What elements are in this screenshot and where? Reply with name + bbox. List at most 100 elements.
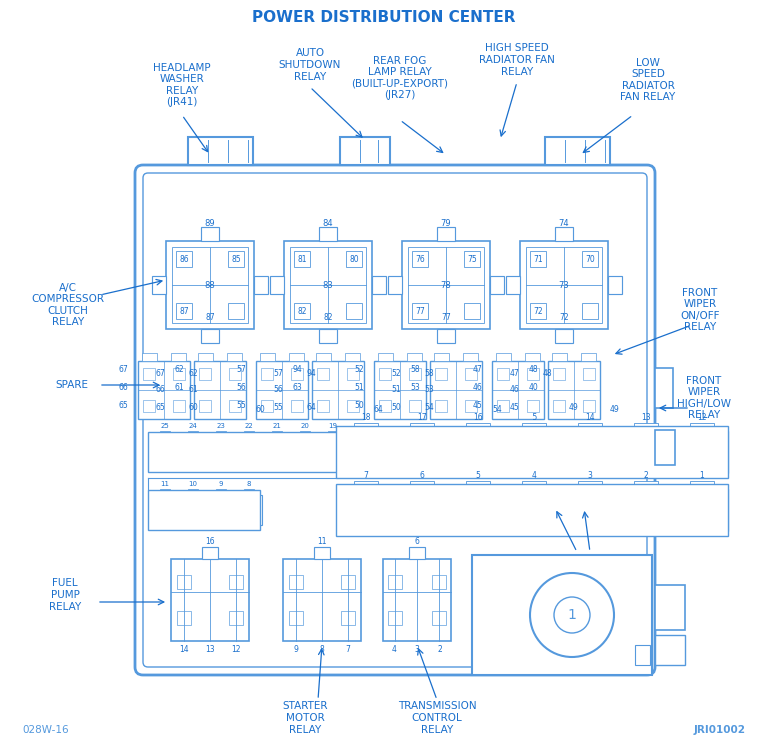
Bar bbox=[144, 368, 155, 379]
Bar bbox=[383, 559, 451, 641]
Bar bbox=[655, 585, 685, 630]
Bar bbox=[518, 499, 550, 521]
Bar bbox=[498, 400, 509, 412]
Text: 87: 87 bbox=[205, 312, 215, 321]
Bar bbox=[687, 441, 717, 463]
Text: 85: 85 bbox=[231, 254, 241, 263]
Text: 50: 50 bbox=[391, 403, 401, 411]
Bar bbox=[430, 361, 482, 419]
Bar bbox=[173, 368, 184, 379]
Text: 19: 19 bbox=[329, 423, 337, 429]
Bar bbox=[564, 489, 616, 531]
Text: 76: 76 bbox=[415, 254, 425, 263]
Bar bbox=[631, 441, 661, 463]
Bar bbox=[506, 276, 520, 294]
Bar bbox=[187, 504, 200, 516]
Text: 56: 56 bbox=[273, 385, 283, 394]
Bar bbox=[160, 431, 170, 437]
Bar bbox=[290, 574, 303, 589]
Bar bbox=[452, 489, 504, 531]
Bar bbox=[545, 137, 610, 165]
Bar bbox=[435, 368, 448, 379]
Bar bbox=[290, 368, 303, 379]
Bar bbox=[508, 489, 560, 531]
Text: 48: 48 bbox=[542, 368, 552, 377]
Bar bbox=[243, 489, 254, 495]
Text: 3: 3 bbox=[415, 644, 419, 653]
Bar bbox=[412, 303, 428, 319]
Bar bbox=[202, 547, 218, 559]
Bar bbox=[346, 368, 359, 379]
Bar bbox=[687, 499, 717, 521]
Text: 89: 89 bbox=[205, 219, 215, 228]
Text: 58: 58 bbox=[410, 365, 420, 373]
Text: 49: 49 bbox=[610, 405, 620, 414]
Bar bbox=[462, 441, 494, 463]
Text: 94: 94 bbox=[293, 365, 302, 373]
Bar bbox=[341, 574, 355, 589]
Bar bbox=[346, 400, 359, 412]
Text: 40: 40 bbox=[528, 382, 538, 391]
Bar bbox=[554, 368, 565, 379]
Bar bbox=[634, 423, 657, 431]
Bar bbox=[346, 251, 362, 267]
Text: 94: 94 bbox=[306, 368, 316, 377]
Bar bbox=[216, 489, 227, 495]
Bar bbox=[228, 251, 244, 267]
Bar bbox=[396, 431, 448, 473]
Bar bbox=[208, 437, 234, 467]
Text: 49: 49 bbox=[569, 403, 579, 411]
Bar bbox=[341, 612, 355, 626]
Bar bbox=[166, 241, 254, 329]
Bar bbox=[317, 368, 329, 379]
Text: HEADLAMP
WASHER
RELAY
(JR41): HEADLAMP WASHER RELAY (JR41) bbox=[153, 62, 210, 107]
Text: 77: 77 bbox=[441, 312, 451, 321]
Bar bbox=[396, 489, 448, 531]
Bar bbox=[676, 431, 728, 473]
Bar bbox=[655, 635, 685, 665]
Text: 14: 14 bbox=[180, 644, 189, 653]
Bar bbox=[294, 303, 310, 319]
Text: HIGH SPEED
RADIATOR FAN
RELAY: HIGH SPEED RADIATOR FAN RELAY bbox=[479, 43, 555, 77]
Bar bbox=[462, 499, 494, 521]
Bar bbox=[388, 276, 402, 294]
Bar bbox=[200, 368, 211, 379]
Text: 24: 24 bbox=[189, 423, 197, 429]
Bar bbox=[243, 504, 256, 516]
Bar bbox=[581, 353, 596, 361]
Bar bbox=[527, 368, 538, 379]
Text: 51: 51 bbox=[354, 382, 364, 391]
Bar bbox=[526, 247, 602, 323]
Bar bbox=[198, 353, 213, 361]
Text: AUTO
SHUTDOWN
RELAY: AUTO SHUTDOWN RELAY bbox=[279, 48, 341, 82]
Text: 47: 47 bbox=[509, 368, 519, 377]
Bar bbox=[243, 446, 256, 458]
Text: 66: 66 bbox=[118, 382, 128, 391]
Bar bbox=[326, 446, 339, 458]
Bar bbox=[354, 423, 378, 431]
Bar bbox=[578, 423, 601, 431]
Bar bbox=[555, 329, 573, 343]
Bar bbox=[316, 353, 331, 361]
Bar bbox=[434, 353, 449, 361]
Bar bbox=[142, 353, 157, 361]
Text: 55: 55 bbox=[237, 400, 246, 409]
Text: 21: 21 bbox=[273, 423, 281, 429]
Bar bbox=[408, 247, 484, 323]
Bar bbox=[172, 247, 248, 323]
Bar bbox=[676, 489, 728, 531]
Bar bbox=[463, 353, 478, 361]
Bar bbox=[631, 499, 661, 521]
Text: 11: 11 bbox=[317, 536, 326, 545]
Text: 47: 47 bbox=[472, 365, 482, 373]
Bar bbox=[466, 423, 490, 431]
Bar bbox=[437, 329, 455, 343]
Text: STARTER
MOTOR
RELAY: STARTER MOTOR RELAY bbox=[283, 702, 328, 734]
Bar bbox=[260, 353, 275, 361]
Text: 13: 13 bbox=[641, 412, 650, 422]
Bar bbox=[312, 361, 364, 419]
Bar bbox=[548, 361, 600, 419]
Bar bbox=[214, 446, 227, 458]
Bar bbox=[290, 353, 304, 361]
Text: 79: 79 bbox=[441, 219, 452, 228]
